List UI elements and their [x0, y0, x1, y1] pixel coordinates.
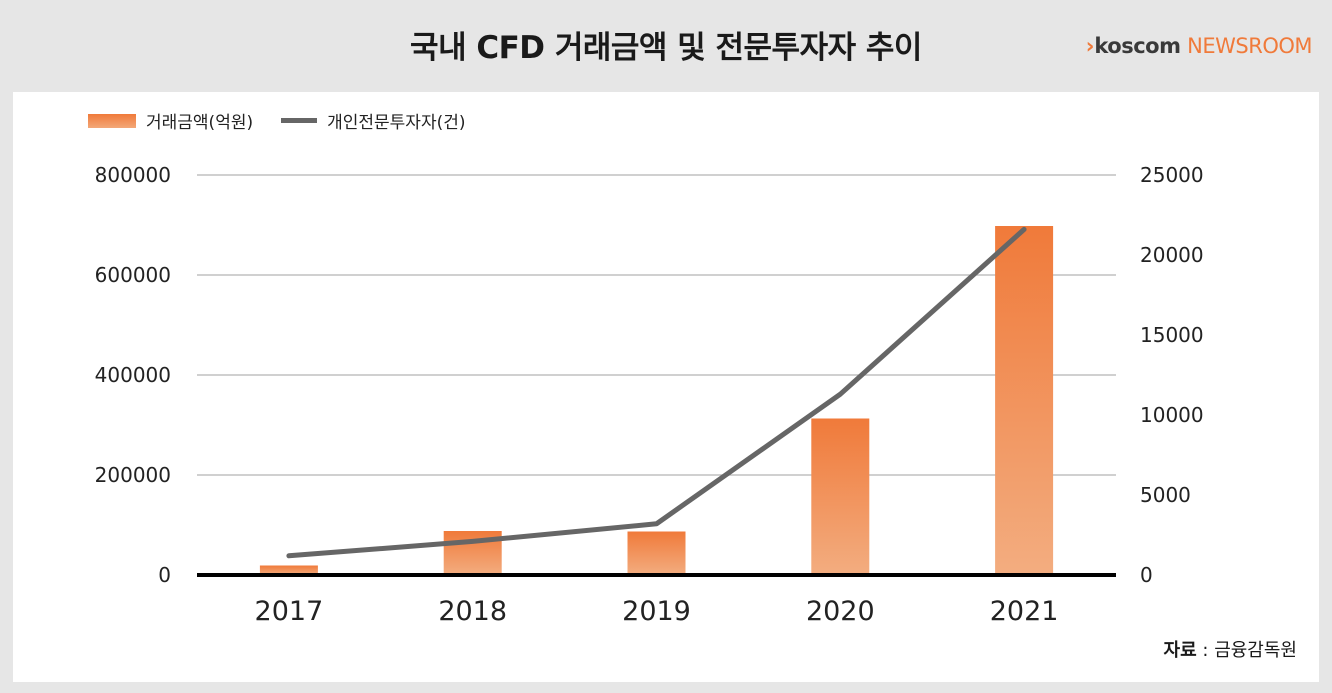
chart-svg: 0 200000 400000 600000 800000 0 5000 10000 15000… — [95, 163, 1204, 627]
legend-bar-swatch — [88, 113, 136, 128]
x-tick-label: 2017 — [255, 596, 324, 627]
source-value: 금융감독원 — [1214, 640, 1297, 661]
y-right-tick-label: 0 — [1140, 563, 1153, 587]
y-right-tick-label: 20000 — [1140, 243, 1204, 267]
y-left-tick-label: 400000 — [95, 363, 171, 387]
y-left-tick-label: 0 — [158, 563, 171, 587]
brand-name: koscom — [1094, 34, 1181, 58]
legend-bar-label: 거래금액(억원) — [146, 113, 254, 133]
chart-title: 국내 CFD 거래금액 및 전문투자자 추이 — [410, 30, 922, 66]
y-left-tick-label: 600000 — [95, 263, 171, 287]
chevron-right-icon: › — [1085, 34, 1095, 58]
source-label: 자료 — [1163, 640, 1197, 661]
line-series — [286, 226, 1027, 559]
legend-item-line: 개인전문투자자(건) — [281, 108, 466, 133]
y-left-tick-label: 800000 — [95, 163, 171, 187]
bar-2017 — [259, 565, 318, 575]
legend-line-label: 개인전문투자자(건) — [327, 113, 466, 133]
source-note: 자료 : 금융감독원 — [1164, 636, 1297, 662]
x-tick-label: 2020 — [806, 596, 875, 627]
legend-line-swatch — [281, 118, 318, 123]
x-tick-label: 2018 — [438, 596, 507, 627]
x-tick-label: 2021 — [990, 596, 1059, 627]
legend: 거래금액(억원) 개인전문투자자(건) — [88, 108, 494, 133]
source-separator: : — [1196, 640, 1215, 661]
legend-item-bar: 거래금액(억원) — [88, 108, 253, 133]
y-right-tick-label: 5000 — [1140, 483, 1191, 507]
y-right-tick-label: 15000 — [1140, 323, 1204, 347]
bar-2020 — [811, 418, 870, 575]
x-tick-label: 2019 — [622, 596, 691, 627]
bar-2021 — [995, 226, 1054, 575]
brand-logo: ›koscom NEWSROOM — [1085, 34, 1313, 58]
chart-panel: 거래금액(억원) 개인전문투자자(건) 0 200000 400000 600000 8… — [13, 92, 1319, 682]
brand-suffix: NEWSROOM — [1187, 34, 1312, 58]
y-left-tick-label: 200000 — [95, 463, 171, 487]
y-right-tick-label: 10000 — [1140, 403, 1204, 427]
y-right-tick-label: 25000 — [1140, 163, 1204, 187]
bar-2019 — [627, 531, 686, 575]
